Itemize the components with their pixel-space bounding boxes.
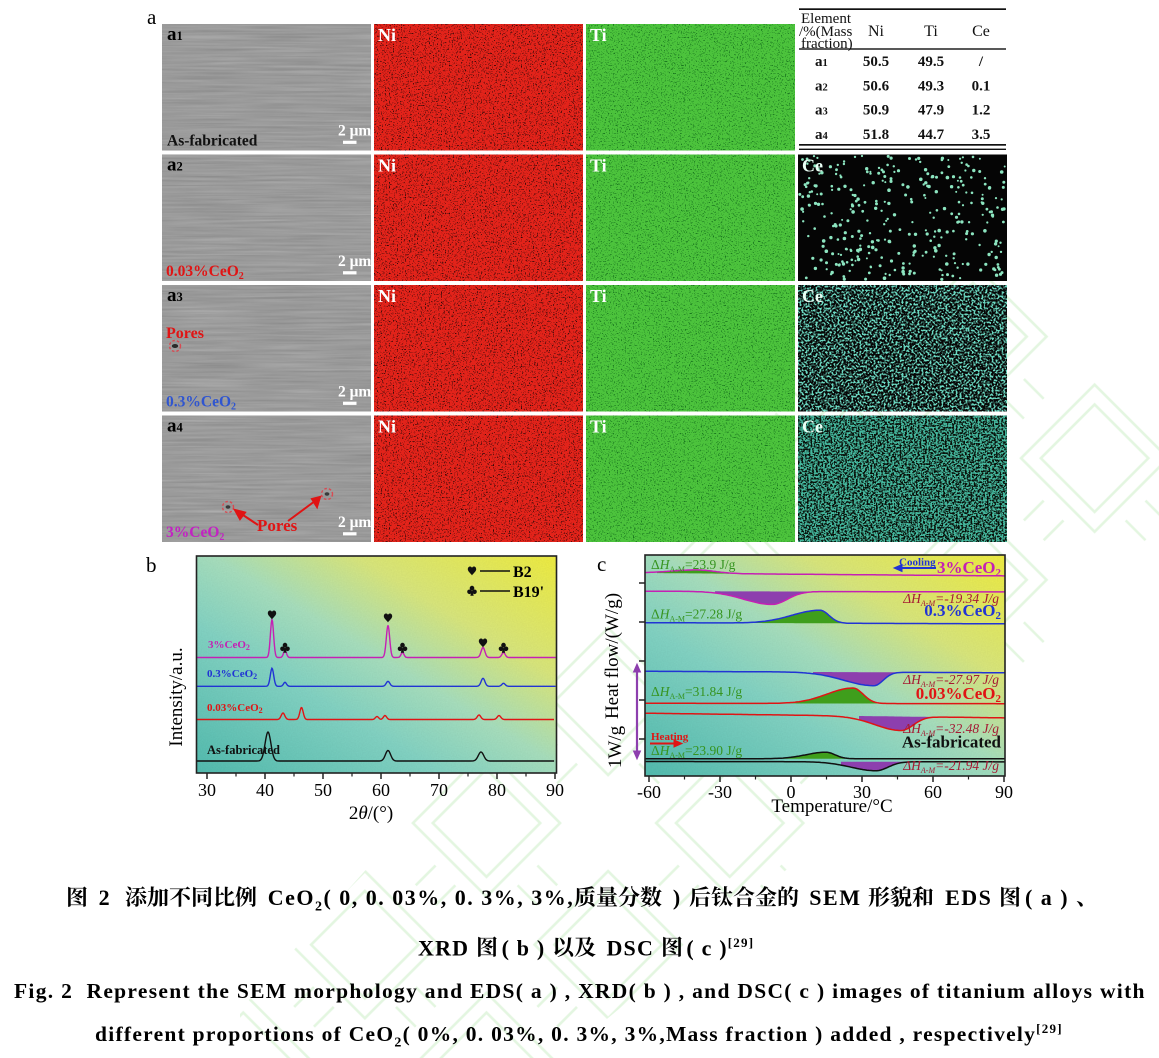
svg-text:a4: a4: [167, 416, 184, 437]
svg-text:30: 30: [853, 782, 871, 802]
svg-text:b: b: [146, 553, 157, 577]
svg-text:0.1: 0.1: [972, 78, 991, 94]
svg-text:ΔHA-M=-21.94 J/g: ΔHA-M=-21.94 J/g: [902, 758, 999, 775]
svg-text:Pores: Pores: [257, 516, 298, 535]
svg-text:c: c: [597, 552, 606, 576]
svg-text:a4: a4: [815, 127, 829, 143]
svg-text:Ce: Ce: [972, 23, 990, 40]
svg-text:Pores: Pores: [166, 325, 204, 342]
svg-text:0.3%CeO2: 0.3%CeO2: [207, 668, 257, 681]
svg-text:49.5: 49.5: [918, 54, 944, 70]
svg-text:ΔHA-M=31.84 J/g: ΔHA-M=31.84 J/g: [651, 684, 742, 701]
svg-text:ΔHA-M=27.28 J/g: ΔHA-M=27.28 J/g: [651, 607, 742, 624]
svg-text:Intensity/a.u.: Intensity/a.u.: [166, 647, 187, 746]
svg-text:50.9: 50.9: [863, 103, 889, 119]
svg-text:49.3: 49.3: [918, 78, 944, 94]
svg-text:As-fabricated: As-fabricated: [902, 733, 1002, 752]
svg-text:0.03%CeO2: 0.03%CeO2: [207, 702, 263, 715]
svg-text:47.9: 47.9: [918, 103, 944, 119]
svg-text:80: 80: [488, 780, 506, 800]
svg-text:0.3%CeO2: 0.3%CeO2: [166, 394, 236, 413]
svg-text:-60: -60: [637, 782, 661, 802]
svg-text:1.2: 1.2: [972, 103, 991, 119]
svg-text:Ni: Ni: [378, 417, 396, 437]
svg-text:0.03%CeO2: 0.03%CeO2: [916, 684, 1002, 705]
svg-text:a3: a3: [167, 285, 183, 306]
svg-text:a1: a1: [815, 54, 828, 70]
svg-text:Ti: Ti: [590, 156, 607, 176]
svg-text:0.3%CeO2: 0.3%CeO2: [924, 601, 1001, 622]
svg-text:60: 60: [924, 782, 942, 802]
svg-text:/: /: [978, 54, 984, 70]
svg-text:44.7: 44.7: [918, 127, 945, 143]
svg-text:B2: B2: [513, 564, 532, 581]
svg-text:Ti: Ti: [590, 286, 607, 306]
svg-text:2 μm: 2 μm: [338, 514, 371, 531]
svg-text:1W/g: 1W/g: [605, 725, 626, 768]
svg-text:Ni: Ni: [378, 286, 396, 306]
svg-text:2 μm: 2 μm: [338, 253, 371, 270]
svg-text:ΔHA-M=23.9 J/g: ΔHA-M=23.9 J/g: [651, 557, 736, 574]
svg-text:Ce: Ce: [802, 286, 823, 306]
svg-text:3%CeO2: 3%CeO2: [208, 639, 250, 652]
svg-text:Ni: Ni: [378, 156, 396, 176]
svg-text:Cooling: Cooling: [899, 557, 936, 569]
svg-text:2 μm: 2 μm: [338, 123, 371, 140]
svg-text:Ti: Ti: [590, 25, 607, 45]
svg-text:a3: a3: [815, 103, 828, 119]
svg-text:50.6: 50.6: [863, 78, 890, 94]
svg-text:3%CeO2: 3%CeO2: [166, 524, 224, 543]
svg-text:a2: a2: [167, 155, 183, 176]
svg-text:Ce: Ce: [802, 156, 823, 176]
svg-text:70: 70: [430, 780, 448, 800]
svg-text:Ti: Ti: [590, 417, 607, 437]
svg-text:60: 60: [372, 780, 390, 800]
svg-text:51.8: 51.8: [863, 127, 889, 143]
svg-text:As-fabricated: As-fabricated: [167, 133, 258, 150]
svg-text:As-fabricated: As-fabricated: [207, 743, 280, 757]
svg-text:3%CeO2: 3%CeO2: [937, 558, 1002, 579]
svg-text:Heating: Heating: [651, 731, 689, 743]
svg-text:90: 90: [995, 782, 1013, 802]
svg-text:Heat flow/(W/g): Heat flow/(W/g): [602, 593, 623, 719]
svg-text:fraction): fraction): [801, 36, 853, 52]
svg-text:a2: a2: [815, 78, 828, 94]
svg-text:Ni: Ni: [378, 25, 396, 45]
svg-text:90: 90: [546, 780, 564, 800]
svg-text:0.03%CeO2: 0.03%CeO2: [166, 263, 244, 282]
svg-text:ΔHA-M=23.90 J/g: ΔHA-M=23.90 J/g: [651, 743, 742, 760]
svg-text:30: 30: [198, 780, 216, 800]
svg-text:2θ/(°): 2θ/(°): [349, 803, 393, 824]
svg-text:Ti: Ti: [924, 23, 938, 40]
svg-text:Element: Element: [801, 11, 852, 27]
svg-text:/%(Mass: /%(Mass: [799, 24, 852, 40]
svg-text:a: a: [147, 5, 157, 29]
svg-text:Temperature/°C: Temperature/°C: [771, 796, 892, 817]
svg-text:Ce: Ce: [802, 417, 823, 437]
svg-text:2 μm: 2 μm: [338, 384, 371, 401]
svg-text:ΔHA-M=-32.48 J/g: ΔHA-M=-32.48 J/g: [902, 721, 999, 738]
svg-text:Ni: Ni: [868, 23, 885, 40]
svg-text:50.5: 50.5: [863, 54, 889, 70]
svg-text:a1: a1: [167, 24, 183, 45]
svg-text:40: 40: [256, 780, 274, 800]
svg-text:-30: -30: [708, 782, 732, 802]
svg-text:B19': B19': [513, 584, 544, 601]
svg-text:3.5: 3.5: [972, 127, 991, 143]
svg-text:0: 0: [787, 782, 796, 802]
svg-text:50: 50: [314, 780, 332, 800]
